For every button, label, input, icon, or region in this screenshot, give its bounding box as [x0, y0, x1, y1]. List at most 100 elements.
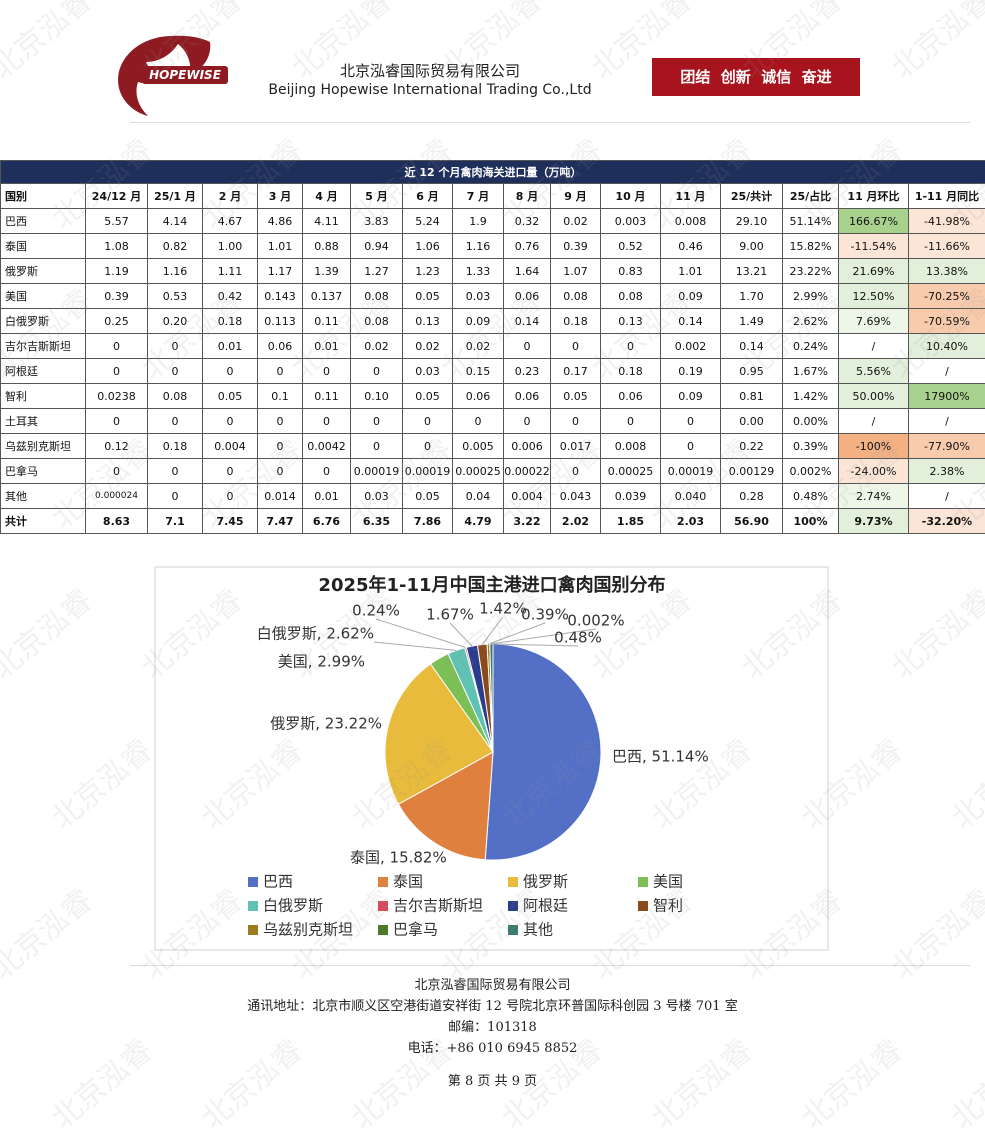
table-cell: 0.002	[660, 333, 721, 359]
footer-line: 邮编：101318	[448, 1020, 537, 1035]
table-cell: 0.95	[720, 358, 783, 384]
legend-swatch	[378, 877, 388, 887]
table-cell: 13.21	[720, 258, 783, 284]
table-cell: 2.02	[550, 508, 601, 534]
legend-label: 吉尔吉斯斯坦	[393, 897, 483, 915]
table-cell: 50.00%	[838, 383, 909, 409]
table-cell: 23.22%	[782, 258, 839, 284]
table-cell: 俄罗斯	[0, 258, 86, 284]
table-cell: -70.25%	[908, 283, 985, 309]
company-cn: 北京泓睿国际贸易有限公司	[339, 62, 520, 80]
table-cell: 0.004	[202, 433, 258, 459]
table-cell: 2.62%	[782, 308, 839, 334]
column-header: 国别	[0, 183, 86, 209]
table-row: 智利 0.0238 0.08 0.05 0.1 0.11 0.10 0.05 0.06 0.06 0…	[0, 383, 985, 409]
table-cell: 0.002%	[782, 458, 839, 484]
data-label: 1.67%	[426, 606, 474, 624]
table-row: 巴西 5.57 4.14 4.67 4.86 4.11 3.83 5.24 1.9 0.32 0.0…	[0, 208, 985, 234]
table-cell: 0.003	[600, 208, 661, 234]
table-cell: 白俄罗斯	[0, 308, 86, 334]
table-cell: 10.40%	[908, 333, 985, 359]
legend-label: 智利	[653, 897, 683, 915]
table-cell: 0.18	[202, 308, 258, 334]
legend-swatch	[378, 925, 388, 935]
table-cell: 4.14	[147, 208, 203, 234]
legend-label: 巴拿马	[393, 921, 438, 939]
table-cell: 0	[202, 358, 258, 384]
data-label: 巴西, 51.14%	[612, 748, 709, 766]
table-cell: 12.50%	[838, 283, 909, 309]
leader-line	[375, 618, 466, 649]
table-cell: 0	[85, 408, 148, 434]
table-cell: 0.08	[147, 383, 203, 409]
table-cell: 3.83	[350, 208, 403, 234]
table-cell: 9.73%	[838, 508, 909, 534]
table-cell: 0.18	[550, 308, 601, 334]
legend-swatch	[638, 877, 648, 887]
table-cell: 0	[503, 333, 551, 359]
table-cell: -32.20%	[908, 508, 985, 534]
leader-line	[489, 628, 597, 645]
table-cell: 0.008	[600, 433, 661, 459]
table-cell: 0.017	[550, 433, 601, 459]
legend-swatch	[508, 877, 518, 887]
table-cell: 0.13	[402, 308, 453, 334]
table-cell: 吉尔吉斯斯坦	[0, 333, 86, 359]
column-header: 25/共计	[720, 183, 783, 209]
table-cell: /	[908, 358, 985, 384]
table-cell: 5.24	[402, 208, 453, 234]
data-label: 0.24%	[352, 602, 400, 620]
legend-label: 俄罗斯	[523, 873, 568, 891]
data-label: 俄罗斯, 23.22%	[270, 715, 382, 733]
table-cell: 4.79	[452, 508, 504, 534]
table-cell: 0.01	[302, 483, 351, 509]
data-label: 0.39%	[521, 606, 569, 624]
data-label: 美国, 2.99%	[278, 653, 365, 671]
legend-label: 泰国	[393, 873, 423, 891]
table-cell: 0.23	[503, 358, 551, 384]
table-cell: 0.08	[350, 283, 403, 309]
table-cell: 6.35	[350, 508, 403, 534]
table-row: 吉尔吉斯斯坦 0 0 0.01 0.06 0.01 0.02 0.02 0.02 0 0 0 0.002…	[0, 333, 985, 359]
table-cell: 0.94	[350, 233, 403, 259]
column-header: 5 月	[350, 183, 403, 209]
table-cell: 0.39	[550, 233, 601, 259]
pie-slice	[484, 643, 602, 861]
table-cell: 0.02	[452, 333, 504, 359]
table-cell: /	[838, 408, 909, 434]
table-cell: 0.18	[600, 358, 661, 384]
table-cell: 0.15	[452, 358, 504, 384]
table-cell: 2.99%	[782, 283, 839, 309]
table-cell: 1.16	[452, 233, 504, 259]
table-cell: /	[908, 483, 985, 509]
table-cell: -100%	[838, 433, 909, 459]
table-cell: 0.00129	[720, 458, 783, 484]
leader-line	[488, 622, 546, 645]
table-cell: 0.09	[660, 383, 721, 409]
title-row: 近 12 个月禽肉海关进口量（万吨）	[0, 160, 985, 184]
leader-line	[481, 616, 504, 645]
table-row: 泰国 1.08 0.82 1.00 1.01 0.88 0.94 1.06 1.16 0.76 0.…	[0, 233, 985, 259]
column-header: 24/12 月	[85, 183, 148, 209]
table-cell: -77.90%	[908, 433, 985, 459]
legend-label: 其他	[523, 921, 553, 939]
slogan: 团结 创新 诚信 奋进	[652, 58, 860, 96]
table-cell: 0.137	[302, 283, 351, 309]
leader-line	[491, 643, 579, 647]
legend-label: 白俄罗斯	[263, 897, 323, 915]
table-cell: 巴西	[0, 208, 86, 234]
table-cell: 0.05	[402, 483, 453, 509]
table-title: 近 12 个月禽肉海关进口量（万吨）	[0, 160, 985, 184]
table-cell: 0.08	[350, 308, 403, 334]
logo-text: HOPEWISE	[149, 68, 222, 82]
table-cell: 0.014	[257, 483, 303, 509]
table-cell: 0.06	[452, 383, 504, 409]
data-label: 0.48%	[554, 629, 602, 647]
pie-slice	[384, 663, 494, 805]
table-cell: 0.000024	[85, 483, 148, 509]
company-en: Beijing Hopewise International Trading C…	[268, 82, 592, 98]
table-cell: 0.06	[503, 383, 551, 409]
table-cell: 0.83	[600, 258, 661, 284]
table-cell: 7.86	[402, 508, 453, 534]
